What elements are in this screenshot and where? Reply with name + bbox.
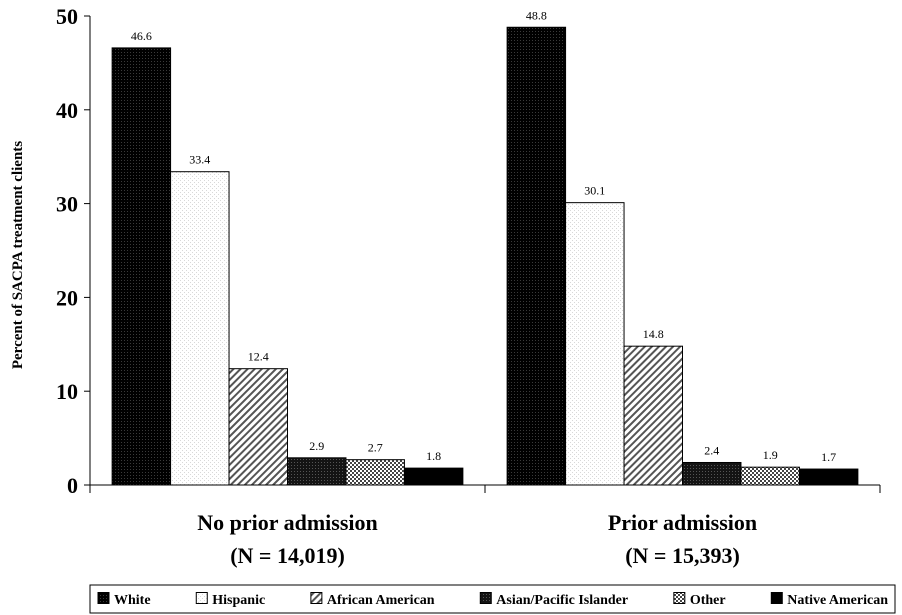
- bars: [111, 26, 859, 486]
- y-tick-label: 20: [56, 285, 78, 310]
- legend-label: African American: [327, 593, 435, 608]
- y-axis: 0 10 20 30 40 50: [56, 4, 91, 498]
- bar: [345, 459, 405, 486]
- data-label: 1.7: [821, 450, 836, 464]
- bar: [740, 466, 800, 486]
- bar: [798, 468, 859, 486]
- legend-label: Native American: [787, 593, 888, 608]
- y-tick-label: 0: [67, 473, 78, 498]
- bar: [170, 171, 230, 486]
- category-sublabel: (N = 14,019): [230, 543, 345, 568]
- data-label: 48.8: [526, 8, 547, 22]
- data-label: 46.6: [131, 29, 152, 43]
- legend-label: Other: [690, 593, 726, 608]
- data-label: 1.9: [763, 448, 778, 462]
- y-tick-label: 40: [56, 98, 78, 123]
- legend-swatch: [310, 592, 323, 604]
- data-label: 14.8: [643, 327, 664, 341]
- legend-label: Asian/Pacific Islander: [496, 593, 628, 608]
- x-axis: [89, 484, 881, 493]
- bar: [287, 457, 347, 486]
- data-label: 12.4: [248, 350, 269, 364]
- data-label: 1.8: [426, 449, 441, 463]
- legend-swatch: [195, 592, 208, 604]
- legend-label: White: [114, 593, 151, 608]
- legend-swatch: [97, 592, 110, 604]
- data-label: 30.1: [584, 184, 605, 198]
- legend-box: [89, 584, 896, 614]
- legend-swatch: [673, 592, 686, 604]
- y-axis-title: Percent of SACPA treatment clients: [10, 141, 26, 369]
- legend-swatch: [770, 592, 783, 604]
- bar: [228, 368, 288, 486]
- bar: [565, 202, 625, 486]
- bar: [403, 467, 464, 486]
- category-sublabel: (N = 15,393): [625, 543, 740, 568]
- y-tick-label: 50: [56, 4, 78, 29]
- data-label: 2.9: [309, 439, 324, 453]
- legend-label: Hispanic: [212, 593, 265, 608]
- category-label: No prior admission: [197, 510, 378, 535]
- bar: [506, 26, 567, 486]
- legend-swatch: [479, 592, 492, 604]
- data-label: 33.4: [189, 153, 210, 167]
- category-labels: No prior admission (N = 14,019) Prior admi…: [197, 510, 757, 568]
- legend: White Hispanic African American Asian/Pacif…: [89, 584, 896, 614]
- y-tick-label: 10: [56, 379, 78, 404]
- category-label: Prior admission: [608, 510, 757, 535]
- data-label: 2.4: [704, 443, 719, 457]
- bar: [111, 47, 172, 486]
- data-label: 2.7: [368, 441, 383, 455]
- data-labels: 46.6 33.4 12.4 2.9 2.7 1.8 48.8 30.1 14.8 2.4 1.9 1…: [131, 8, 836, 464]
- bar: [623, 345, 683, 486]
- y-tick-label: 30: [56, 192, 78, 217]
- bar: [682, 461, 742, 486]
